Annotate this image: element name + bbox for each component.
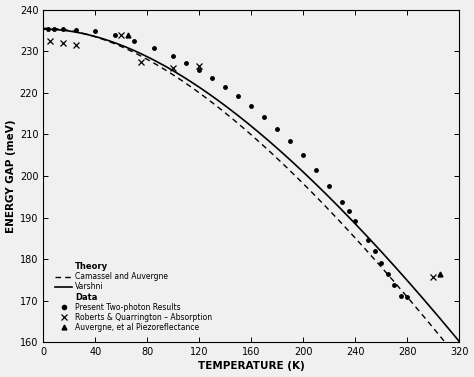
Y-axis label: ENERGY GAP (meV): ENERGY GAP (meV)	[6, 119, 16, 233]
Legend: Theory, Camassel and Auvergne, Varshni, Data, Present Two-photon Results, Robert: Theory, Camassel and Auvergne, Varshni, …	[55, 262, 212, 332]
X-axis label: TEMPERATURE (K): TEMPERATURE (K)	[198, 362, 305, 371]
